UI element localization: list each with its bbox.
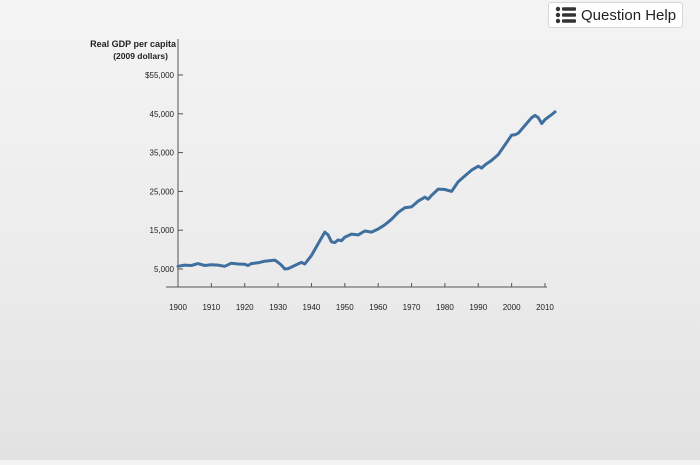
x-tick-label: 1980 — [436, 303, 454, 312]
x-tick-label: 1970 — [403, 303, 421, 312]
x-tick-label: 2010 — [536, 303, 554, 312]
x-tick-label: 1900 — [169, 303, 187, 312]
x-tick-label: 1990 — [469, 303, 487, 312]
gdp-series-line — [176, 110, 557, 271]
y-tick-label: 15,000 — [150, 226, 175, 235]
x-tick-label: 1940 — [303, 303, 321, 312]
y-tick-label: 5,000 — [154, 265, 175, 274]
x-tick-label: 1930 — [269, 303, 287, 312]
x-tick-label: 1920 — [236, 303, 254, 312]
list-icon — [555, 6, 577, 24]
series-group — [176, 110, 557, 271]
x-tick-label: 1950 — [336, 303, 354, 312]
axes: 5,000 15,000 25,000 35,000 45,000 $55,000 1900… — [145, 39, 554, 312]
x-tick-label: 1910 — [202, 303, 220, 312]
y-axis-label-line2: (2009 dollars) — [113, 51, 168, 61]
y-tick-label: 35,000 — [150, 149, 175, 158]
y-axis-label-line1: Real GDP per capita — [90, 39, 177, 49]
y-tick-label: 45,000 — [150, 110, 175, 119]
x-tick-label: 1960 — [369, 303, 387, 312]
question-help-button[interactable]: Question Help — [548, 2, 684, 28]
question-help-label: Question Help — [581, 6, 677, 24]
x-tick-label: 2000 — [503, 303, 521, 312]
y-tick-label: 25,000 — [150, 187, 175, 196]
y-tick-label: $55,000 — [145, 71, 174, 80]
